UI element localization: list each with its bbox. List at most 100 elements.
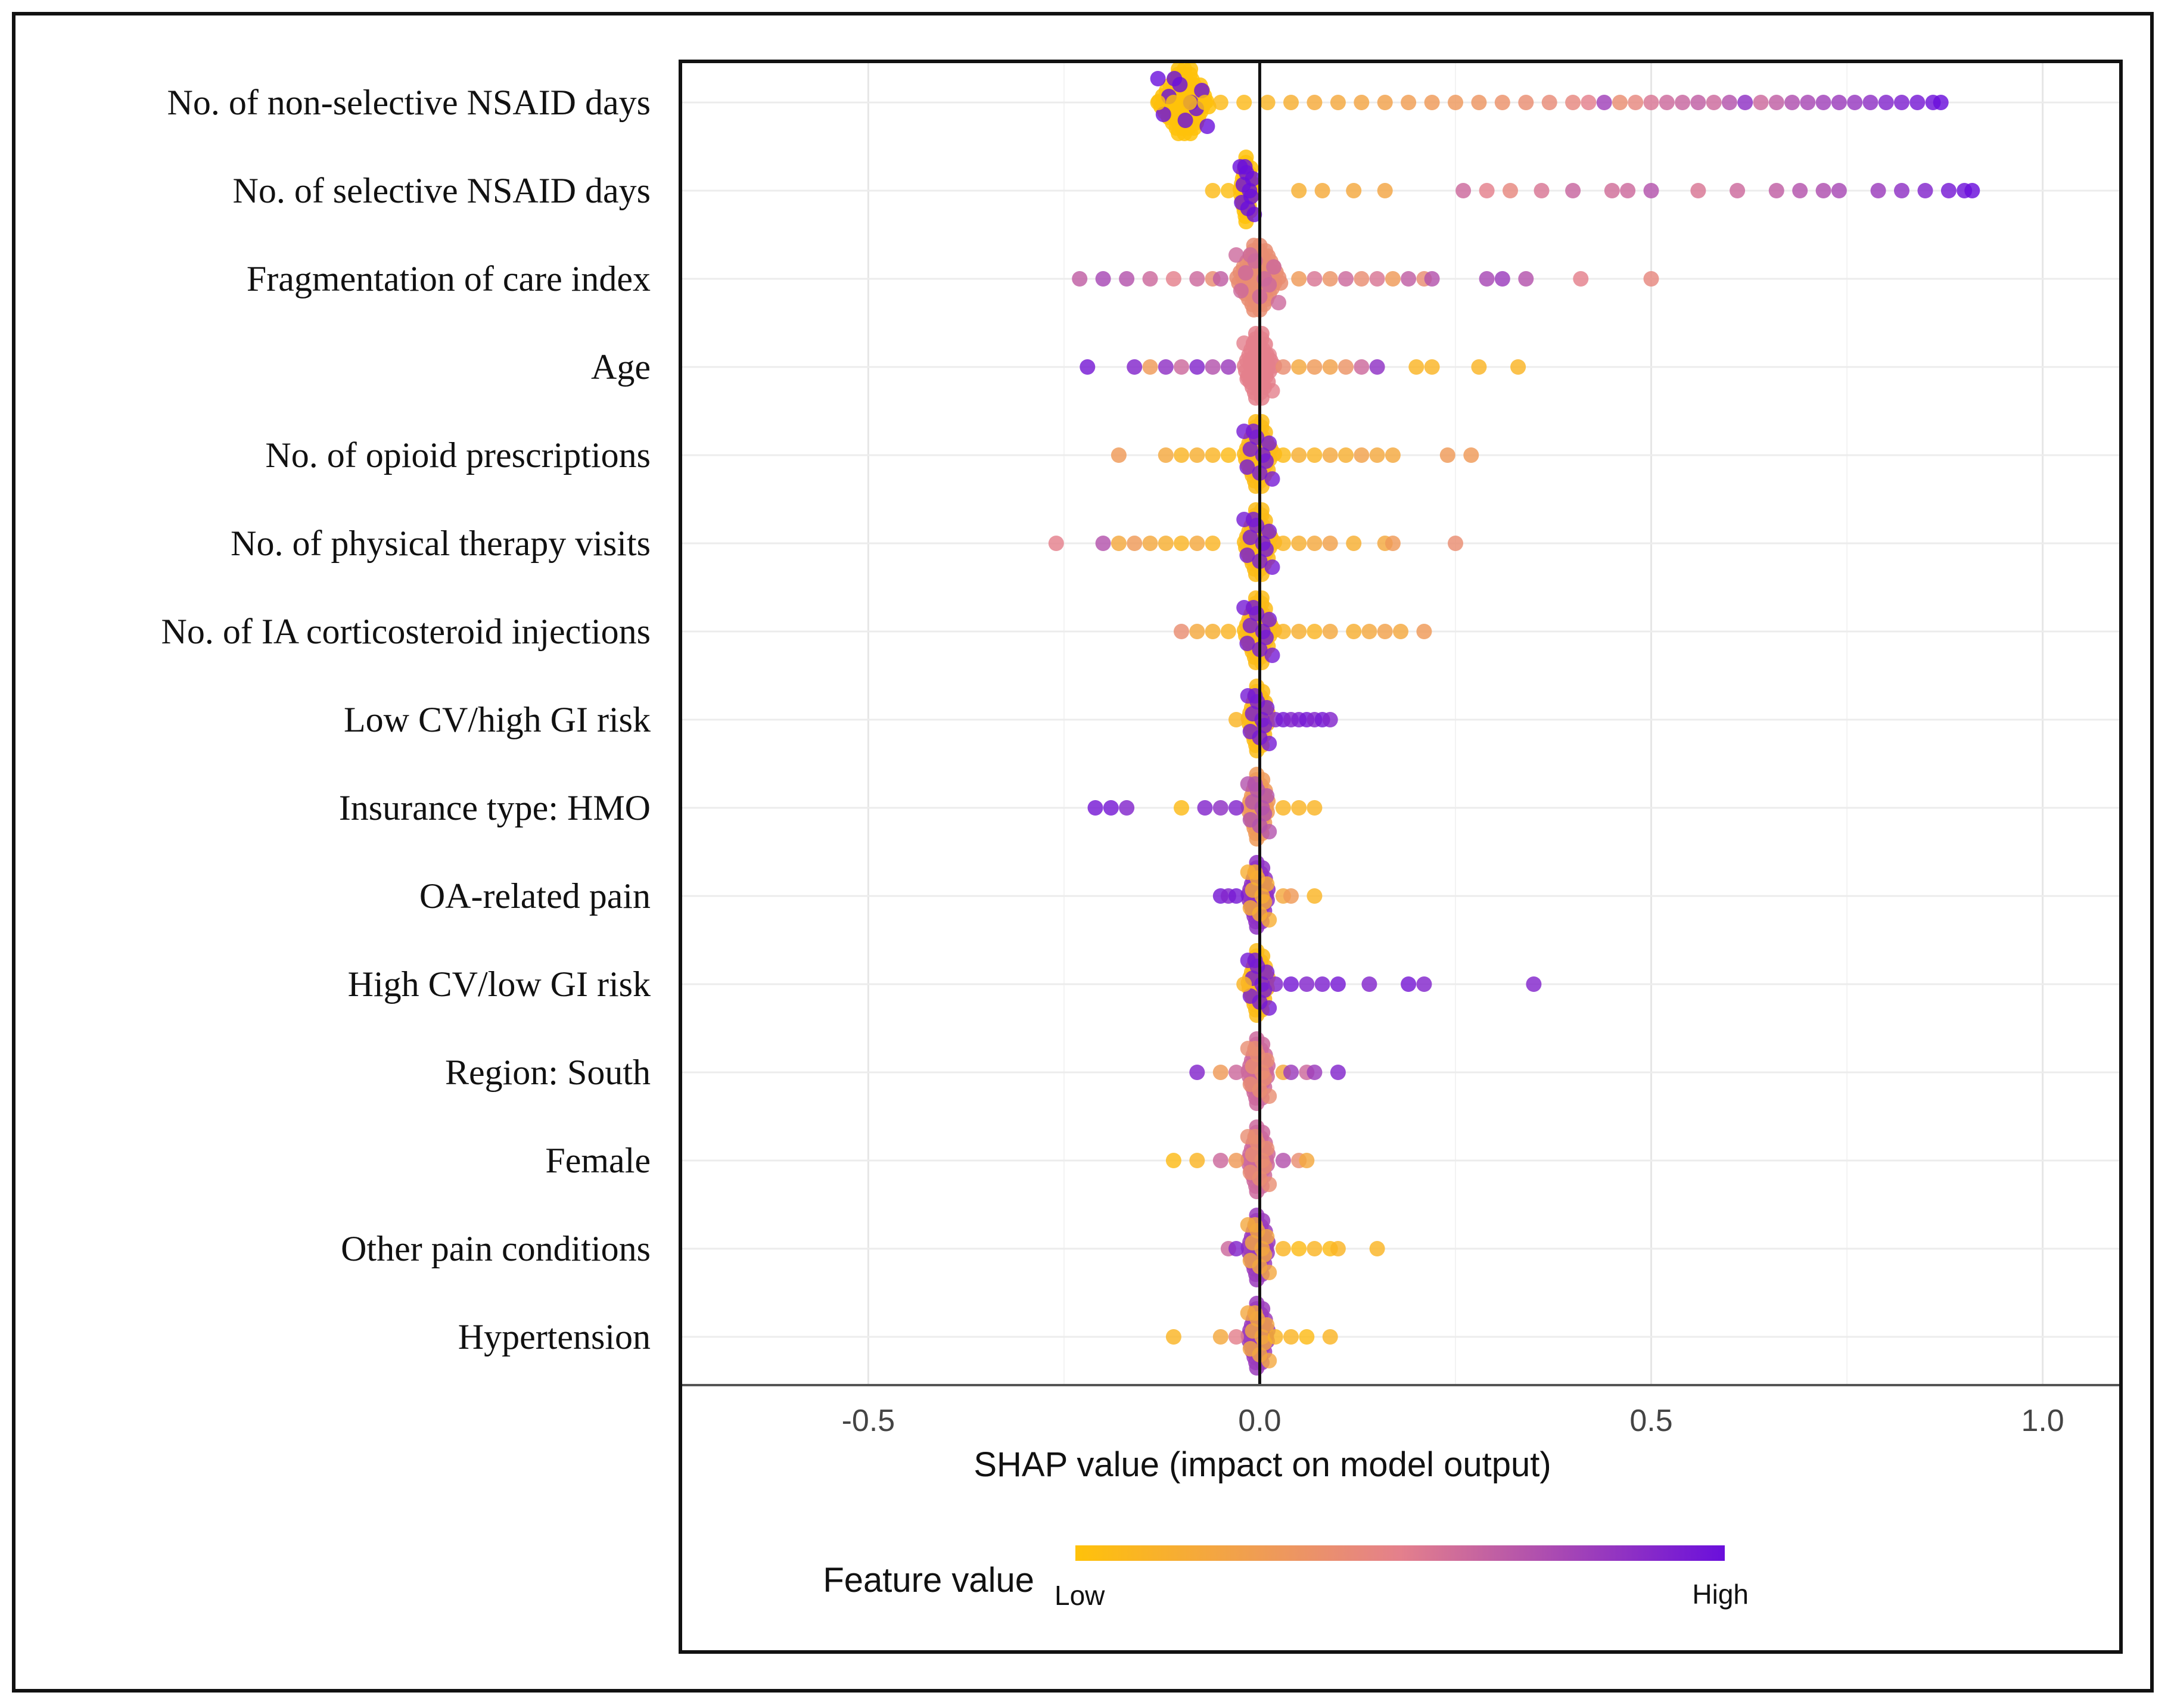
shap-point [1095,536,1111,551]
shap-point [1271,295,1286,310]
shap-point [1242,618,1258,633]
shap-point [1448,536,1463,551]
shap-point [1228,1241,1244,1256]
shap-point [1174,536,1189,551]
shap-point [1604,183,1620,198]
shap-point [1346,183,1362,198]
shap-point [1322,712,1338,727]
shap-point [1690,95,1706,110]
shap-point [1197,95,1213,110]
shap-point [1259,876,1275,892]
shap-point [1264,559,1280,575]
shap-point [1165,271,1181,287]
shap-point [1494,95,1510,110]
shap-point [1259,965,1275,980]
legend-title: Feature value [823,1561,1034,1600]
shap-point [1267,1329,1283,1345]
shap-point [1831,95,1847,110]
shap-point [1448,95,1463,110]
shap-point [1894,95,1909,110]
shap-point [1212,1329,1228,1345]
shap-point [1479,271,1495,287]
shap-point [1291,359,1307,375]
shap-point [1581,95,1597,110]
shap-point [1087,800,1103,816]
shap-point [1401,976,1417,992]
shap-point [1189,271,1205,287]
shap-point [1228,1065,1244,1080]
shap-point [1675,95,1691,110]
shap-point [1471,95,1487,110]
feature-label: High CV/low GI risk [348,965,651,1004]
shap-point [1541,95,1557,110]
shap-point [1259,700,1275,715]
shap-point [1259,788,1275,804]
shap-point [1174,624,1189,639]
shap-point [1242,353,1258,369]
shap-point [1189,359,1205,375]
feature-label: No. of physical therapy visits [231,524,651,563]
shap-point [1784,95,1800,110]
shap-point [1338,359,1354,375]
shap-point [1111,536,1127,551]
shap-point [1964,183,1980,198]
x-tick-label: 0.0 [1238,1404,1281,1438]
shap-point [1385,271,1401,287]
shap-point [1338,271,1354,287]
shap-point [1753,95,1769,110]
shap-point [1659,95,1675,110]
shap-point [1259,1141,1275,1156]
shap-point [1330,95,1346,110]
shap-point [1361,624,1377,639]
shap-point [1228,800,1244,816]
shap-point [1205,359,1221,375]
x-tick-label: -0.5 [842,1404,895,1438]
shap-point [1283,1065,1299,1080]
shap-point [1239,459,1255,475]
shap-point [1220,447,1236,463]
shap-point [1259,1317,1275,1333]
shap-point [1261,1265,1277,1280]
shap-point [1322,536,1338,551]
shap-point [1730,183,1746,198]
shap-point [1526,976,1542,992]
shap-point [1275,536,1291,551]
shap-point [1299,1153,1315,1168]
shap-point [1255,359,1271,375]
shap-point [1354,271,1370,287]
shap-point [1291,1241,1307,1256]
shap-point [1236,95,1252,110]
shap-point [1236,976,1252,992]
shap-point [1165,1329,1181,1345]
shap-point [1167,71,1183,86]
shap-point [1072,271,1088,287]
shap-point [1254,800,1270,816]
shap-point [1768,183,1784,198]
shap-point [1330,1065,1346,1080]
shap-point [1612,95,1628,110]
shap-point [1048,536,1064,551]
shap-point [1909,95,1926,110]
shap-point [1862,95,1878,110]
feature-label: Female [545,1141,651,1180]
shap-point [1354,447,1370,463]
feature-label: Other pain conditions [341,1229,651,1268]
shap-point [1158,447,1174,463]
shap-point [1266,259,1282,275]
shap-point [1194,83,1210,98]
feature-label: Fragmentation of care index [247,259,651,298]
shap-point [1291,447,1307,463]
shap-point [1369,359,1385,375]
shap-point [1643,95,1659,110]
legend-high-label: High [1692,1579,1749,1610]
shap-point [1573,271,1589,287]
shap-point [1259,95,1276,110]
shap-point [1401,95,1417,110]
feature-label: Hypertension [458,1317,651,1357]
shap-point [1245,335,1261,351]
shap-point [1220,624,1236,639]
shap-point [1314,976,1330,992]
shap-point [1307,624,1323,639]
shap-point [1322,1329,1338,1345]
